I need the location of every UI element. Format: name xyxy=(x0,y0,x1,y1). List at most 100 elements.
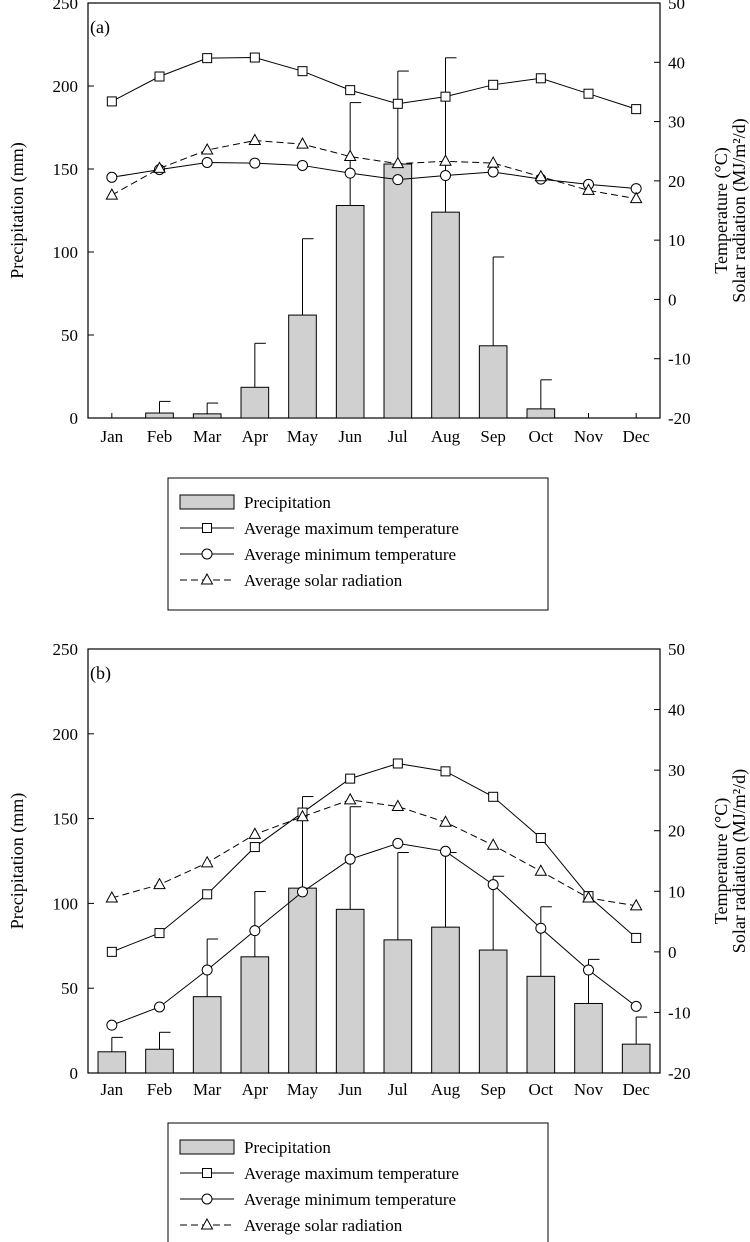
series-point-circle xyxy=(487,879,499,891)
series-point-square xyxy=(440,766,451,777)
series-point-square xyxy=(583,88,594,99)
series-line xyxy=(111,842,637,1026)
left-axis-title: Precipitation (mm) xyxy=(7,142,28,278)
series-point-triangle xyxy=(582,183,595,195)
series-point-square xyxy=(249,842,260,853)
series-point-triangle xyxy=(486,838,500,850)
left-axis-tick-label: 50 xyxy=(61,326,78,345)
legend-swatch-marker xyxy=(201,548,213,560)
precip-bar xyxy=(383,163,413,419)
x-axis-tick-label: Aug xyxy=(431,427,461,446)
right-axis-title-temperature: Temperature (°C) xyxy=(711,798,732,924)
series-circle xyxy=(106,156,642,195)
series-point-circle xyxy=(249,157,261,169)
series-point-square xyxy=(106,946,117,957)
x-axis-tick-label: Jul xyxy=(388,1080,408,1099)
series-point-square xyxy=(154,71,165,82)
series-point-square xyxy=(249,52,260,63)
precip-bar xyxy=(288,314,317,419)
legend-swatch-marker xyxy=(200,572,214,585)
series-point-triangle xyxy=(534,864,548,876)
left-axis-tick-label: 0 xyxy=(70,1064,79,1083)
series-point-square xyxy=(345,773,356,784)
legend-swatch-marker xyxy=(202,1168,212,1178)
right-axis-title-solar-radiation: Solar radiation (MJ/m²/d) xyxy=(729,118,750,302)
series-point-triangle xyxy=(582,890,595,903)
legend-label: Average minimum temperature xyxy=(244,1190,456,1209)
precip-bar xyxy=(478,949,508,1074)
series-line xyxy=(111,762,637,953)
series-point-triangle xyxy=(439,154,452,166)
series-line xyxy=(111,799,637,907)
left-axis-tick-label: 250 xyxy=(53,0,79,13)
series-point-circle xyxy=(106,171,118,183)
series-point-circle xyxy=(297,159,308,171)
series-point-triangle xyxy=(439,815,452,827)
right-axis-tick-label: -10 xyxy=(668,1003,691,1022)
left-axis-tick-label: 0 xyxy=(70,409,79,428)
x-axis-tick-label: Mar xyxy=(193,1080,222,1099)
series-point-circle xyxy=(297,886,308,898)
legend-label: Average maximum temperature xyxy=(244,519,459,538)
series-point-circle xyxy=(487,166,499,178)
x-axis-tick-label: Jun xyxy=(338,1080,362,1099)
series-point-triangle xyxy=(296,809,309,822)
right-axis-tick-label: 30 xyxy=(668,113,685,132)
right-axis-tick-label: 0 xyxy=(668,290,677,309)
series-point-triangle xyxy=(534,169,548,182)
legend-label: Average minimum temperature xyxy=(244,545,456,564)
legend-swatch-precipitation xyxy=(179,1139,235,1155)
series-point-square xyxy=(488,79,499,90)
series-point-triangle xyxy=(200,855,214,868)
precip-bar xyxy=(431,926,460,1074)
legend: Precipitation Average maximum temperature… xyxy=(167,1122,549,1242)
right-axis-tick-label: 30 xyxy=(668,761,685,780)
series-point-square xyxy=(392,758,403,769)
series-point-square xyxy=(488,791,499,802)
series-point-square xyxy=(631,104,642,115)
series-point-square xyxy=(535,832,546,843)
precip-bar xyxy=(288,887,317,1074)
series-point-triangle xyxy=(248,133,262,146)
right-axis-title-solar-radiation: Solar radiation (MJ/m²/d) xyxy=(729,769,750,953)
series-point-square xyxy=(106,96,117,107)
series-line xyxy=(111,140,637,200)
left-axis-tick-label: 100 xyxy=(53,243,79,262)
series-point-triangle xyxy=(343,792,357,805)
series-point-triangle xyxy=(343,149,357,162)
series-point-circle xyxy=(201,964,213,976)
precip-bar xyxy=(431,211,460,419)
x-axis-tick-label: Jan xyxy=(100,1080,123,1099)
left-axis-tick-label: 150 xyxy=(53,160,79,179)
series-point-triangle xyxy=(629,191,643,204)
series-point-square xyxy=(631,932,642,943)
series-point-triangle xyxy=(105,890,119,903)
series-line xyxy=(111,57,637,110)
right-axis-tick-label: 40 xyxy=(668,53,685,72)
precip-bar xyxy=(145,412,174,419)
series-point-triangle xyxy=(486,156,500,168)
left-axis-title: Precipitation (mm) xyxy=(7,793,28,929)
left-axis-tick-label: 200 xyxy=(53,77,79,96)
x-axis-tick-label: Sep xyxy=(480,1080,506,1099)
precip-bar xyxy=(240,386,270,419)
series-point-triangle xyxy=(248,827,262,839)
series-point-circle xyxy=(440,170,451,182)
series-point-square xyxy=(535,73,546,84)
panel-label: (a) xyxy=(90,17,110,38)
x-axis-tick-label: Nov xyxy=(574,427,604,446)
legend-label: Average maximum temperature xyxy=(244,1164,459,1183)
series-point-circle xyxy=(201,156,213,168)
x-axis-tick-label: Jul xyxy=(388,427,408,446)
series-point-square xyxy=(297,66,308,77)
right-axis-tick-label: -20 xyxy=(668,1064,691,1083)
series-point-circle xyxy=(154,1001,165,1013)
series-point-triangle xyxy=(629,898,643,911)
precip-bar xyxy=(335,205,365,419)
series-triangle xyxy=(105,792,643,911)
legend: Precipitation Average maximum temperature… xyxy=(167,477,549,611)
legend-label: Average solar radiation xyxy=(244,1216,403,1235)
series-point-triangle xyxy=(153,161,166,173)
series-point-circle xyxy=(392,837,404,849)
